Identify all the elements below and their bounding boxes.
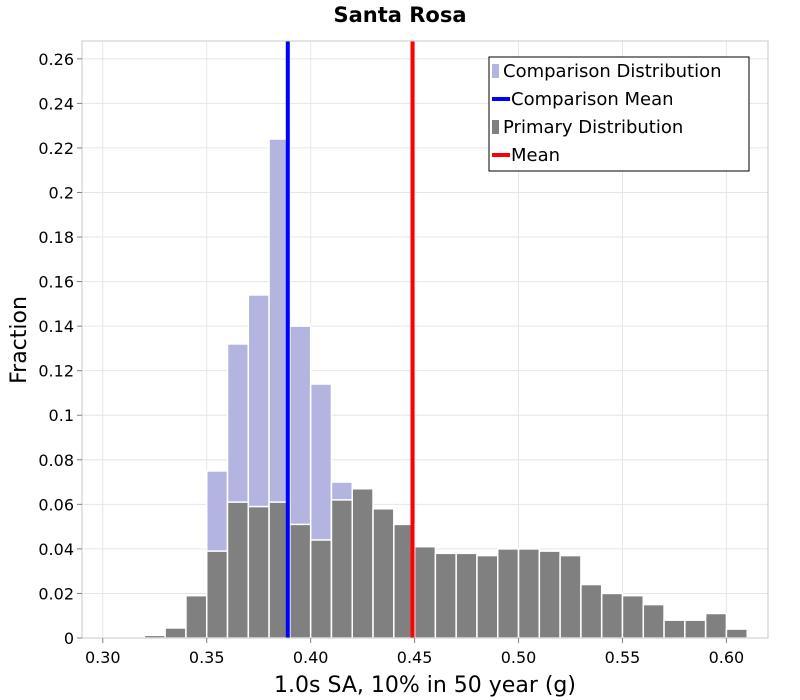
primary-bar xyxy=(226,501,250,639)
x-tick-label: 0.35 xyxy=(189,648,225,667)
x-tick-label: 0.40 xyxy=(293,648,329,667)
primary-bar xyxy=(684,619,707,639)
x-tick-label: 0.50 xyxy=(501,648,537,667)
y-tick-label: 0.12 xyxy=(38,362,74,381)
primary-bar xyxy=(185,594,208,639)
primary-bar xyxy=(600,592,624,639)
y-axis-label: Fraction xyxy=(7,296,32,384)
legend-label: Primary Distribution xyxy=(503,117,683,138)
y-tick-label: 0.1 xyxy=(49,406,74,425)
y-axis-ticks: 0 0.02 0.04 0.06 0.08 0.1 0.12 0.14 0.16 0.18 0.2 0… xyxy=(38,50,82,648)
primary-bar xyxy=(247,505,270,639)
primary-bar xyxy=(704,612,728,639)
primary-bar xyxy=(497,548,520,639)
primary-bar xyxy=(642,603,665,639)
y-tick-label: 0.08 xyxy=(38,451,74,470)
y-tick-label: 0.04 xyxy=(38,540,74,559)
x-axis-ticks: 0.30 0.35 0.40 0.45 0.50 0.55 0.60 xyxy=(85,638,744,667)
y-tick-label: 0.06 xyxy=(38,495,74,514)
x-tick-label: 0.55 xyxy=(605,648,641,667)
primary-bar xyxy=(580,583,603,639)
y-tick-label: 0 xyxy=(64,629,74,648)
x-axis-label: 1.0s SA, 10% in 50 year (g) xyxy=(274,673,576,698)
y-tick-label: 0.26 xyxy=(38,50,74,69)
primary-bar xyxy=(517,548,541,639)
plot-frame xyxy=(81,40,769,639)
primary-bar xyxy=(559,554,582,639)
legend-swatch-line xyxy=(492,97,510,101)
y-tick-label: 0.18 xyxy=(38,228,74,247)
primary-bar xyxy=(538,550,561,639)
primary-bar xyxy=(372,508,395,639)
primary-bar xyxy=(413,545,437,639)
y-tick-label: 0.02 xyxy=(38,584,74,603)
legend-swatch-line xyxy=(492,153,510,157)
primary-bar xyxy=(289,523,312,639)
primary-bar xyxy=(621,594,645,639)
primary-bar xyxy=(309,539,333,639)
legend-swatch-bar xyxy=(492,64,499,78)
primary-bar xyxy=(476,554,499,639)
x-tick-label: 0.30 xyxy=(85,648,121,667)
primary-bar xyxy=(455,552,478,639)
legend-box xyxy=(488,56,750,172)
x-tick-label: 0.60 xyxy=(709,648,745,667)
primary-bar xyxy=(330,499,353,639)
x-tick-label: 0.45 xyxy=(397,648,433,667)
primary-bar xyxy=(351,488,374,639)
primary-bar xyxy=(663,619,686,639)
primary-bar xyxy=(434,552,457,639)
mean-lines xyxy=(285,41,415,638)
y-tick-label: 0.16 xyxy=(38,273,74,292)
legend-label: Comparison Distribution xyxy=(503,61,722,82)
primary-bar xyxy=(164,627,187,639)
legend-label: Mean xyxy=(511,145,560,166)
legend: Comparison Distribution Comparison Mean Pr… xyxy=(488,56,750,172)
y-tick-label: 0.24 xyxy=(38,94,74,113)
y-tick-label: 0.2 xyxy=(49,183,74,202)
legend-label: Comparison Mean xyxy=(511,89,674,110)
primary-bar xyxy=(725,628,748,639)
legend-swatch-bar xyxy=(492,120,499,134)
y-tick-label: 0.14 xyxy=(38,317,74,336)
primary-bar xyxy=(205,550,229,639)
primary-distribution-bars xyxy=(102,488,748,639)
chart-title: Santa Rosa xyxy=(333,3,466,27)
y-tick-label: 0.22 xyxy=(38,139,74,158)
